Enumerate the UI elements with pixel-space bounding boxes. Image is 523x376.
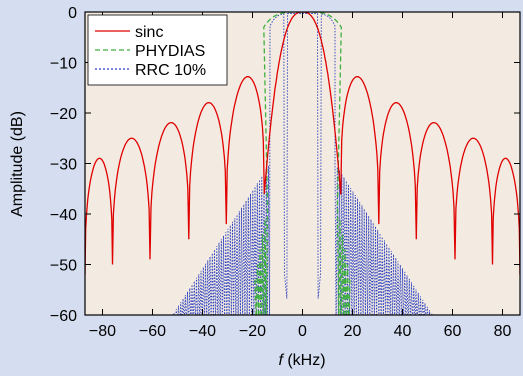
y-tick-label: −10 — [50, 56, 77, 73]
y-axis: 0 −10 −20 −30 −40 −50 −60 — [50, 5, 520, 325]
x-axis-label: f (kHz) — [278, 352, 325, 369]
x-tick-label: −80 — [89, 323, 116, 340]
y-tick-label: −20 — [50, 106, 77, 123]
y-tick-label: −30 — [50, 157, 77, 174]
y-tick-label: −40 — [50, 207, 77, 224]
x-tick-label: 60 — [444, 323, 462, 340]
y-axis-label: Amplitude (dB) — [9, 111, 26, 217]
y-tick-label: −50 — [50, 258, 77, 275]
series-sinc-line — [85, 12, 520, 275]
y-tick-label: 0 — [68, 5, 77, 22]
x-axis: −80 −60 −40 −20 0 20 40 60 80 — [89, 12, 512, 340]
x-tick-label: −60 — [139, 323, 166, 340]
x-tick-label: 40 — [394, 323, 412, 340]
x-tick-label: 0 — [298, 323, 307, 340]
x-tick-label: 80 — [494, 323, 512, 340]
legend: sinc PHYDIAS RRC 10% — [87, 14, 228, 86]
legend-label-phydias: PHYDIAS — [135, 43, 205, 60]
legend-label-sinc: sinc — [135, 24, 163, 41]
x-tick-label: −20 — [239, 323, 266, 340]
x-tick-label: 20 — [344, 323, 362, 340]
legend-label-rrc: RRC 10% — [135, 62, 206, 79]
y-tick-label: −60 — [50, 308, 77, 325]
x-tick-label: −40 — [189, 323, 216, 340]
